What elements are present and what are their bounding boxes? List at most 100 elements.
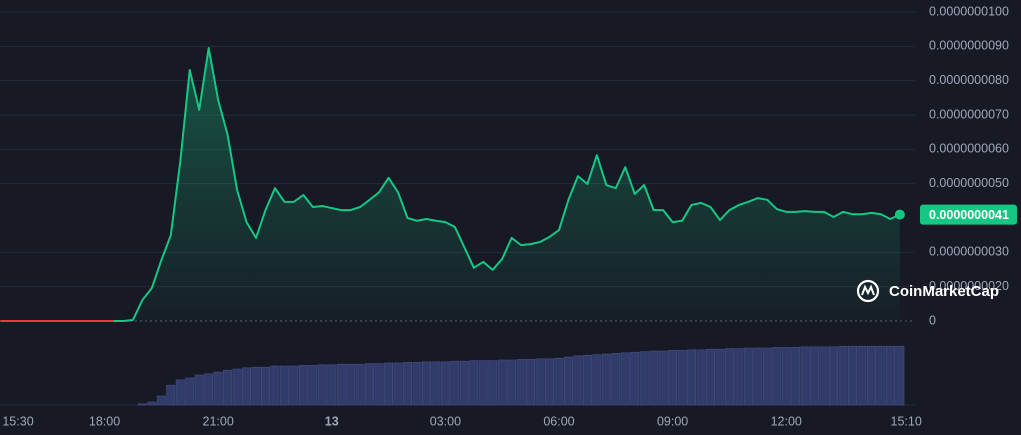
volume-bar [526, 359, 536, 406]
watermark-logo [856, 279, 880, 303]
volume-bar [734, 348, 744, 406]
volume-bar [478, 360, 488, 406]
volume-bar [895, 345, 905, 406]
volume-bar [223, 369, 233, 406]
x-tick-label: 12:00 [771, 414, 802, 428]
volume-bar [781, 347, 791, 406]
x-tick-label: 15:10 [891, 414, 922, 428]
volume-bar [260, 366, 270, 406]
volume-bar [317, 364, 327, 406]
volume-bar [611, 353, 621, 406]
price-badge-label: 0.0000000041 [929, 208, 1009, 222]
volume-bar [497, 359, 507, 406]
volume-bar [753, 347, 763, 406]
volume-bar [658, 350, 668, 406]
volume-bar [175, 379, 185, 406]
volume-bar [772, 347, 782, 406]
volume-bar [365, 363, 375, 406]
volume-bar [810, 346, 820, 406]
volume-bar [743, 347, 753, 406]
volume-bar [213, 371, 223, 406]
plot [0, 47, 905, 322]
volume-bar [327, 364, 337, 406]
watermark-logo-mark [861, 284, 875, 296]
x-tick-label: 09:00 [657, 414, 688, 428]
volume-bar [696, 349, 706, 406]
volume-bar [279, 365, 289, 406]
watermark: CoinMarketCap [856, 279, 999, 303]
volume-bar [762, 347, 772, 406]
volume-bar [421, 361, 431, 406]
y-tick-label: 0.0000000090 [929, 39, 1009, 53]
volume-bar [885, 345, 895, 406]
volume-bar [677, 350, 687, 406]
volume-bar [242, 367, 252, 406]
volume-bar [705, 348, 715, 406]
x-tick-label: 21:00 [203, 414, 234, 428]
volume-bar [687, 349, 697, 406]
volume-bar [204, 373, 214, 406]
volume-bar [507, 359, 517, 406]
volume-bar [308, 365, 318, 406]
volume-bar [289, 365, 299, 406]
volume-bar [838, 345, 848, 406]
x-tick-label: 13 [325, 414, 339, 428]
volume-bar [535, 358, 545, 406]
y-tick-label: 0 [929, 313, 936, 327]
volume-bar [336, 363, 346, 406]
volume-bar [582, 354, 592, 406]
volume-bar [554, 357, 564, 406]
volume-bar [724, 348, 734, 406]
volume-bar [857, 345, 867, 406]
price-line [114, 47, 901, 322]
volume-bar [459, 360, 469, 406]
x-tick-label: 06:00 [543, 414, 574, 428]
volume-bar [800, 346, 810, 406]
volume-bar [545, 358, 555, 406]
volume-bar [355, 363, 365, 406]
volume-bar [668, 350, 678, 406]
volume-bar [563, 356, 573, 406]
watermark-text: CoinMarketCap [889, 283, 999, 300]
volume-bar [620, 352, 630, 406]
y-tick-label: 0.0000000030 [929, 245, 1009, 259]
volume-bar [573, 355, 583, 406]
volume-bar [630, 351, 640, 406]
volume-bar [601, 353, 611, 406]
x-tick-label: 03:00 [430, 414, 461, 428]
volume-bar [715, 348, 725, 406]
last-point [894, 209, 905, 220]
volume-bar [298, 365, 308, 406]
y-tick-label: 0.0000000050 [929, 176, 1009, 190]
volume-bar [469, 360, 479, 406]
volume-bar [147, 401, 157, 406]
y-tick-label: 0.0000000060 [929, 142, 1009, 156]
volume-bar [866, 345, 876, 406]
volume-bar [194, 374, 204, 406]
volume-bar [848, 345, 858, 406]
area-fill [114, 48, 900, 322]
volume-bar [876, 345, 886, 406]
volume-bar [403, 362, 413, 406]
volume-bar [412, 362, 422, 406]
volume-bar [516, 359, 526, 406]
volume-bar [384, 362, 394, 406]
volume-bar [649, 350, 659, 406]
volume-bar [346, 363, 356, 406]
volume-bar [393, 362, 403, 406]
y-tick-label: 0.0000000070 [929, 107, 1009, 121]
volume-bar [137, 403, 147, 406]
volume-bar [791, 347, 801, 406]
volume [137, 345, 905, 406]
axes: 0.0000000100 0.0000000090 0.0000000080 0.00… [2, 4, 1017, 428]
volume-bar [592, 354, 602, 406]
volume-bar [251, 366, 261, 406]
volume-bar [185, 377, 195, 406]
price-badge [920, 204, 1017, 225]
y-tick-label: 0.0000000020 [929, 279, 1009, 293]
volume-bar [166, 384, 176, 406]
volume-bar [440, 361, 450, 406]
x-tick-label: 18:00 [89, 414, 120, 428]
volume-bar [450, 360, 460, 406]
